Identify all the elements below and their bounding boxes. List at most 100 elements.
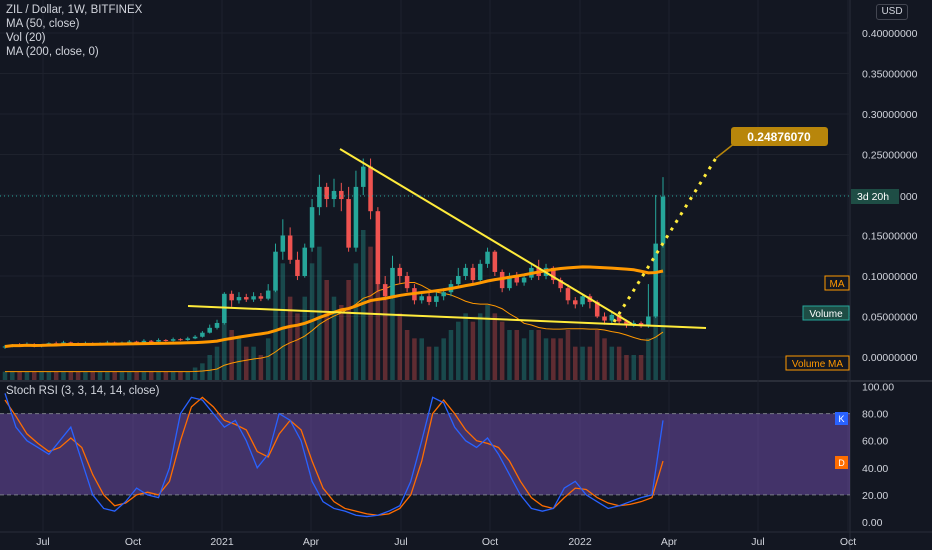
candle-body (507, 276, 512, 289)
volume-bar (470, 321, 476, 380)
countdown-tag (851, 189, 899, 204)
volume-bar (287, 296, 293, 380)
volume-bar (529, 330, 534, 380)
time-tick-label: Oct (840, 536, 856, 548)
candle (339, 182, 344, 212)
candle-body (616, 314, 622, 322)
candle-body (492, 251, 498, 272)
indicator-ma50-label[interactable]: MA (50, close) (6, 18, 80, 30)
candle-body (390, 267, 395, 297)
rsi-tick-label: 40.00 (862, 463, 888, 475)
candle-body (331, 190, 337, 200)
volume-bar (24, 371, 30, 380)
volume-bar (521, 338, 527, 380)
candle (558, 277, 563, 293)
price-tick-label: 0.25000000 (862, 150, 918, 162)
candle (368, 158, 373, 220)
candle-body (302, 247, 308, 276)
stoch-k-line (4, 393, 664, 518)
rsi-tick-label: 20.00 (862, 490, 888, 502)
candle-body (456, 276, 461, 285)
axes: 0.40000000 0.35000000 0.30000000 0.25000000… (0, 28, 932, 548)
volume-bar (660, 230, 666, 380)
candle-body (346, 199, 351, 248)
price-tick-label: 0.15000000 (862, 231, 918, 243)
candle (602, 312, 607, 325)
candle (565, 284, 571, 305)
volume-bar (148, 371, 154, 380)
volume-bar (185, 371, 191, 380)
candle-body (397, 267, 403, 276)
candle-body (624, 321, 629, 325)
volume-bar (390, 280, 395, 380)
volume-bar (134, 371, 139, 380)
volume-bar (258, 355, 264, 380)
candle-body (360, 166, 366, 187)
indicator-vol-label[interactable]: Vol (20) (6, 32, 46, 44)
candle-body (265, 290, 271, 299)
candle-body (317, 186, 322, 208)
price-tick-label: 0.00000000 (862, 352, 918, 364)
volume-bar (353, 263, 359, 380)
volume-bar (31, 371, 37, 380)
candle (499, 269, 505, 293)
candle (280, 219, 286, 260)
currency-button[interactable]: USD (876, 4, 908, 20)
stoch-rsi-title[interactable]: Stoch RSI (3, 3, 14, 14, close) (6, 385, 160, 397)
time-tick-label: 2021 (210, 536, 234, 548)
candle (258, 293, 264, 302)
volume-bar (331, 296, 337, 380)
price-tick-label: 0.05000000 (862, 312, 918, 324)
volume-bar (90, 371, 95, 380)
candle-body (170, 339, 176, 341)
support-trendline (187, 305, 707, 329)
candle-body (521, 277, 527, 283)
candle (609, 311, 615, 323)
candle-body (404, 276, 410, 289)
candle (397, 263, 403, 285)
candle-body (368, 166, 373, 212)
candle-body (214, 322, 220, 328)
ma-axis-tag-bg (824, 275, 850, 291)
volume-bar (324, 280, 329, 380)
indicator-ma200-label[interactable]: MA (200, close, 0) (6, 46, 99, 58)
candle (485, 247, 490, 268)
volume-bar (339, 305, 344, 380)
volume-bar (485, 305, 490, 380)
candle-body (426, 296, 432, 302)
volume-bar (2, 371, 8, 380)
candle (244, 293, 249, 302)
volume-bar (507, 330, 512, 380)
candle (148, 339, 154, 343)
candle-body (141, 340, 147, 343)
candle-body (163, 339, 169, 341)
candle-body (200, 332, 205, 337)
candle (170, 337, 176, 342)
price-tick-label: 0.40000000 (862, 28, 918, 40)
volume-bar (499, 321, 505, 380)
volume-bar (251, 346, 256, 380)
candle-body (646, 316, 651, 327)
volume-bar (536, 330, 541, 380)
candle-body (477, 263, 483, 281)
volume-bar (265, 338, 271, 380)
volume-bar (61, 371, 66, 380)
candle (192, 335, 198, 340)
candle-body (251, 296, 256, 300)
candle-body (375, 211, 381, 285)
volume-bar (10, 371, 15, 380)
d-tag-bg (835, 456, 848, 469)
candle (390, 255, 395, 299)
candle (477, 259, 483, 283)
candle-body (156, 339, 161, 342)
candle (463, 263, 468, 281)
volume-bar (397, 313, 403, 380)
candle (324, 182, 329, 208)
candle (492, 250, 498, 276)
candle-body (602, 316, 607, 321)
candle-body (309, 207, 315, 248)
volume-bar (83, 371, 88, 380)
volume-bar (456, 321, 461, 380)
time-tick-label: 2022 (568, 536, 592, 548)
